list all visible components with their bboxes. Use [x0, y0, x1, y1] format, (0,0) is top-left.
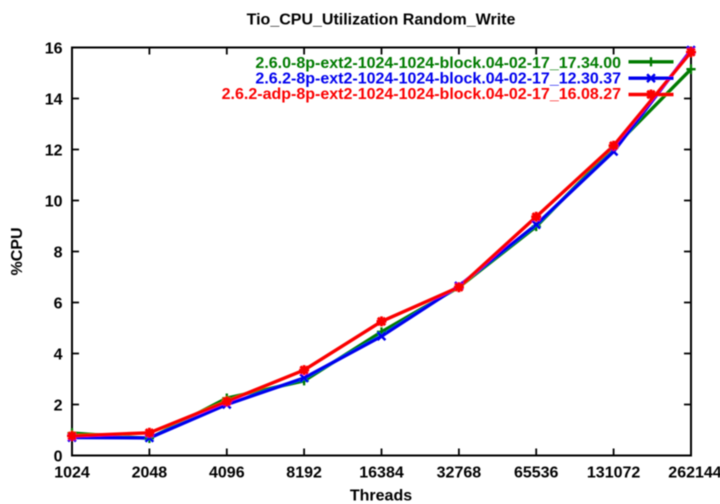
svg-text:2.6.2-adp-8p-ext2-1024-1024-bl: 2.6.2-adp-8p-ext2-1024-1024-block.04-02-… [222, 86, 621, 103]
svg-text:32768: 32768 [437, 465, 482, 482]
svg-text:12: 12 [45, 142, 63, 159]
svg-text:4: 4 [54, 346, 63, 363]
svg-text:2048: 2048 [132, 465, 168, 482]
svg-text:%CPU: %CPU [9, 227, 26, 275]
svg-text:65536: 65536 [514, 465, 559, 482]
svg-text:2.6.0-8p-ext2-1024-1024-block.: 2.6.0-8p-ext2-1024-1024-block.04-02-17_1… [255, 55, 621, 72]
svg-text:0: 0 [54, 448, 63, 465]
svg-text:Tio_CPU_Utilization Random_Wri: Tio_CPU_Utilization Random_Write [247, 12, 516, 29]
svg-text:8: 8 [54, 244, 63, 261]
svg-text:1024: 1024 [54, 465, 90, 482]
svg-text:Threads: Threads [350, 487, 412, 504]
svg-text:6: 6 [54, 295, 63, 312]
svg-text:262144: 262144 [668, 465, 720, 482]
svg-text:131072: 131072 [587, 465, 640, 482]
svg-text:4096: 4096 [209, 465, 245, 482]
svg-text:10: 10 [45, 193, 63, 210]
svg-text:16384: 16384 [359, 465, 404, 482]
svg-text:16: 16 [45, 40, 63, 57]
svg-text:2.6.2-8p-ext2-1024-1024-block.: 2.6.2-8p-ext2-1024-1024-block.04-02-17_1… [255, 71, 621, 88]
svg-text:14: 14 [45, 91, 63, 108]
svg-text:2: 2 [54, 397, 63, 414]
svg-text:8192: 8192 [286, 465, 322, 482]
